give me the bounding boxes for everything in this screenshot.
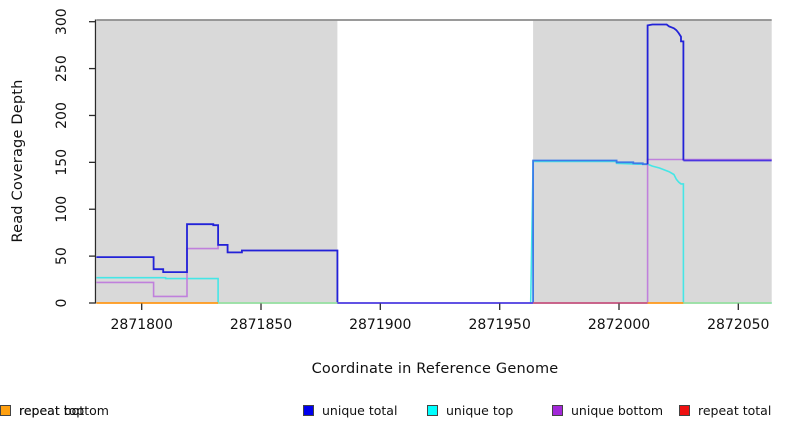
legend-item-unique-bottom: unique bottom bbox=[552, 402, 663, 418]
y-tick-label: 150 bbox=[54, 149, 70, 176]
legend-item-repeat-bottom: repeat bottom bbox=[0, 402, 109, 418]
legend-marker-repeat-total-icon bbox=[679, 404, 690, 416]
y-tick-label: 50 bbox=[54, 247, 70, 265]
x-tick-label: 2871900 bbox=[349, 317, 411, 333]
y-tick-label: 200 bbox=[54, 102, 70, 129]
legend-label: repeat top bbox=[19, 402, 85, 418]
x-axis-title: Coordinate in Reference Genome bbox=[311, 361, 559, 377]
y-tick-label: 300 bbox=[54, 8, 70, 35]
y-tick-label: 0 bbox=[54, 299, 70, 308]
legend-label: unique bottom bbox=[571, 402, 664, 418]
legend-item-unique-top: unique top bbox=[427, 402, 513, 418]
x-tick-label: 2871950 bbox=[469, 317, 531, 333]
x-tick-label: 2872050 bbox=[707, 317, 769, 333]
x-tick-label: 2872000 bbox=[588, 317, 650, 333]
shaded-region bbox=[96, 20, 338, 303]
legend-label: repeat total bbox=[698, 402, 772, 418]
series-unique-top bbox=[96, 160, 772, 304]
legend-label: unique top bbox=[446, 402, 514, 418]
legend-label: repeat bottom bbox=[19, 402, 109, 418]
series-unique-total-left bbox=[96, 223, 339, 303]
series-unique-total-peak bbox=[646, 23, 685, 165]
legend-marker-unique-bottom-icon bbox=[552, 404, 563, 416]
y-tick-label: 250 bbox=[54, 55, 70, 82]
series-unique-total-pre-peak bbox=[532, 159, 648, 303]
legend-marker-repeat-bottom-icon bbox=[0, 404, 11, 416]
x-tick-label: 2871800 bbox=[111, 317, 173, 333]
y-tick-label: 100 bbox=[54, 196, 70, 223]
legend-label: unique total bbox=[322, 402, 398, 418]
legend-marker-unique-top-icon bbox=[427, 404, 438, 416]
x-tick-label: 2871850 bbox=[230, 317, 292, 333]
y-axis-title: Read Coverage Depth bbox=[10, 79, 26, 243]
legend-item-unique-total: unique total bbox=[303, 402, 397, 418]
legend-item-repeat-total: repeat total bbox=[679, 402, 771, 418]
legend-marker-unique-total-icon bbox=[303, 404, 314, 416]
